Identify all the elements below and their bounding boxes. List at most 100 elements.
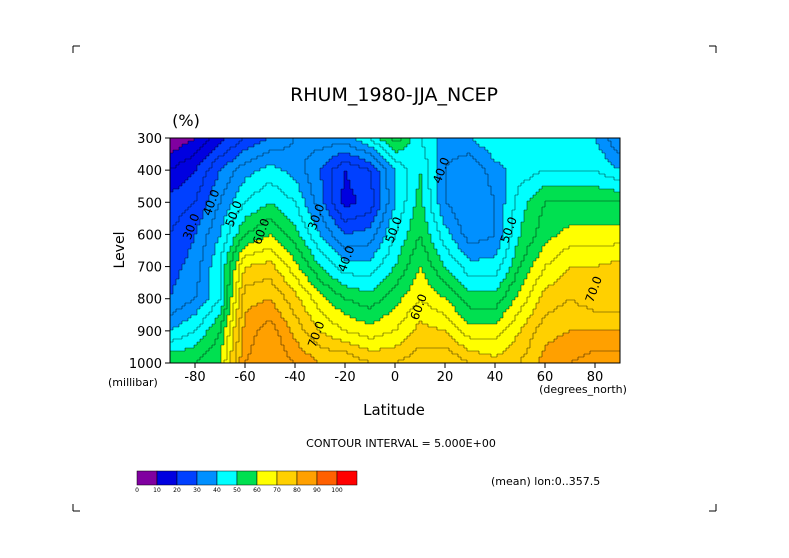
contour-cell (458, 180, 462, 184)
contour-cell (515, 177, 519, 181)
contour-cell (188, 138, 192, 142)
contour-cell (341, 153, 345, 157)
contour-cell (353, 231, 357, 235)
contour-cell (185, 153, 189, 157)
contour-cell (614, 213, 618, 217)
contour-cell (221, 201, 225, 205)
contour-cell (221, 237, 225, 241)
contour-cell (200, 165, 204, 169)
contour-cell (530, 144, 534, 148)
contour-cell (416, 195, 420, 199)
contour-cell (545, 177, 549, 181)
contour-cell (398, 144, 402, 148)
contour-cell (500, 228, 504, 232)
contour-cell (374, 216, 378, 220)
contour-cell (245, 225, 249, 229)
contour-cell (536, 144, 540, 148)
contour-cell (410, 234, 414, 238)
contour-cell (458, 165, 462, 169)
contour-cell (617, 168, 621, 172)
contour-cell (176, 231, 180, 235)
contour-cell (260, 231, 264, 235)
contour-cell (614, 141, 618, 145)
contour-cell (434, 144, 438, 148)
contour-cell (521, 204, 525, 208)
contour-cell (260, 174, 264, 178)
contour-cell (302, 174, 306, 178)
contour-cell (368, 204, 372, 208)
contour-cell (455, 150, 459, 154)
contour-cell (188, 213, 192, 217)
contour-cell (551, 144, 555, 148)
contour-cell (404, 234, 408, 238)
contour-cell (317, 216, 321, 220)
contour-cell (434, 180, 438, 184)
contour-cell (356, 219, 360, 223)
contour-cell (230, 177, 234, 181)
contour-cell (569, 141, 573, 145)
contour-cell (278, 201, 282, 205)
contour-cell (290, 237, 294, 241)
contour-cell (476, 147, 480, 151)
contour-cell (608, 198, 612, 202)
contour-cell (467, 144, 471, 148)
contour-cell (434, 147, 438, 151)
contour-cell (269, 219, 273, 223)
contour-cell (437, 168, 441, 172)
contour-cell (245, 162, 249, 166)
contour-cell (212, 231, 216, 235)
contour-cell (461, 189, 465, 193)
contour-cell (380, 162, 384, 166)
contour-cell (425, 228, 429, 232)
contour-cell (200, 156, 204, 160)
contour-cell (419, 183, 423, 187)
contour-cell (401, 150, 405, 154)
contour-cell (488, 228, 492, 232)
contour-cell (599, 168, 603, 172)
contour-cell (284, 156, 288, 160)
contour-cell (335, 189, 339, 193)
contour-cell (404, 225, 408, 229)
contour-cell (404, 183, 408, 187)
contour-cell (185, 231, 189, 235)
contour-cell (170, 207, 174, 211)
contour-cell (509, 177, 513, 181)
contour-cell (329, 171, 333, 175)
contour-cell (317, 153, 321, 157)
contour-cell (566, 147, 570, 151)
contour-cell (248, 207, 252, 211)
contour-cell (266, 234, 270, 238)
contour-cell (419, 144, 423, 148)
contour-cell (395, 225, 399, 229)
contour-cell (614, 234, 618, 238)
contour-cell (590, 144, 594, 148)
contour-cell (290, 216, 294, 220)
contour-cell (227, 210, 231, 214)
contour-cell (503, 147, 507, 151)
contour-cell (518, 192, 522, 196)
contour-cell (341, 144, 345, 148)
contour-cell (413, 159, 417, 163)
contour-cell (185, 180, 189, 184)
contour-cell (308, 213, 312, 217)
contour-cell (287, 177, 291, 181)
contour-cell (404, 174, 408, 178)
contour-cell (323, 141, 327, 145)
contour-cell (482, 153, 486, 157)
contour-cell (197, 159, 201, 163)
contour-cell (251, 186, 255, 190)
contour-cell (287, 156, 291, 160)
contour-cell (170, 213, 174, 217)
contour-cell (323, 213, 327, 217)
contour-cell (269, 231, 273, 235)
contour-cell (545, 165, 549, 169)
contour-cell (491, 234, 495, 238)
contour-cell (476, 141, 480, 145)
contour-cell (515, 180, 519, 184)
contour-cell (395, 192, 399, 196)
contour-cell (470, 195, 474, 199)
contour-cell (173, 165, 177, 169)
contour-cell (305, 195, 309, 199)
contour-cell (260, 162, 264, 166)
contour-cell (314, 189, 318, 193)
